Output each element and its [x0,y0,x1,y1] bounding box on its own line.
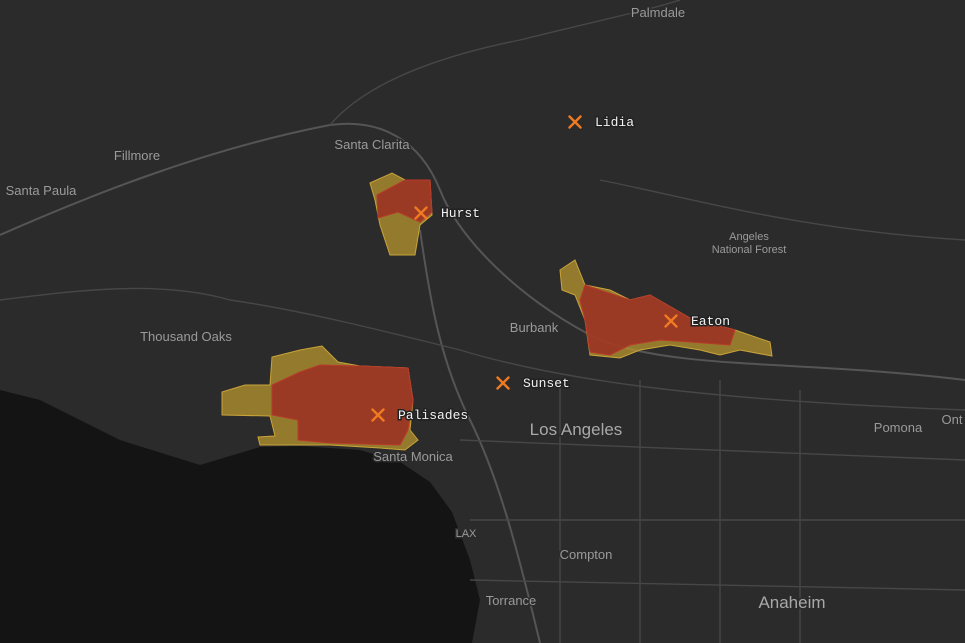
place-label: National Forest [712,244,787,256]
fire-x [568,115,582,129]
place-label: Los Angeles [530,420,623,439]
place-label: Santa Paula [6,183,78,198]
fire-label: Sunset [523,376,570,391]
fire-marker: Palisades [371,407,470,425]
fire-marker: Sunset [496,375,571,393]
place-label: Palmdale [631,5,685,20]
road [559,380,801,643]
road [329,0,681,126]
fire-label: Hurst [441,206,480,221]
fire-label: Lidia [595,115,634,130]
fire-markers: Lidia Hurst Eaton Sunset Palisades [371,114,732,425]
place-label: LAX [456,528,477,540]
place-label: Fillmore [114,148,160,163]
road [459,439,965,591]
place-label: Angeles [729,231,769,243]
fire-marker: Eaton [664,313,732,331]
place-label: Pomona [874,420,923,435]
place-label: Anaheim [758,593,825,612]
place-label: Santa Monica [373,449,453,464]
fire-label: Palisades [398,408,468,423]
fire-x [496,376,510,390]
burn-core [271,364,414,446]
road [229,299,965,411]
fire-marker: Hurst [414,205,482,223]
place-label: Compton [560,547,613,562]
place-labels: Palmdale Fillmore Santa Clarita Santa Pa… [4,4,964,614]
place-label: Ont [942,412,963,427]
fire-x [664,314,678,328]
ocean [0,390,480,643]
place-label: Torrance [486,593,537,608]
fire-label: Eaton [691,314,730,329]
place-label: Burbank [510,320,559,335]
place-label: Thousand Oaks [140,329,232,344]
road [419,229,541,643]
burn-areas [221,172,773,451]
road [0,179,965,301]
road [0,122,965,381]
place-label: Santa Clarita [334,137,410,152]
burn-core [579,284,736,356]
fire-x [371,408,385,422]
fire-marker: Lidia [568,114,636,132]
fire-x [414,206,428,220]
